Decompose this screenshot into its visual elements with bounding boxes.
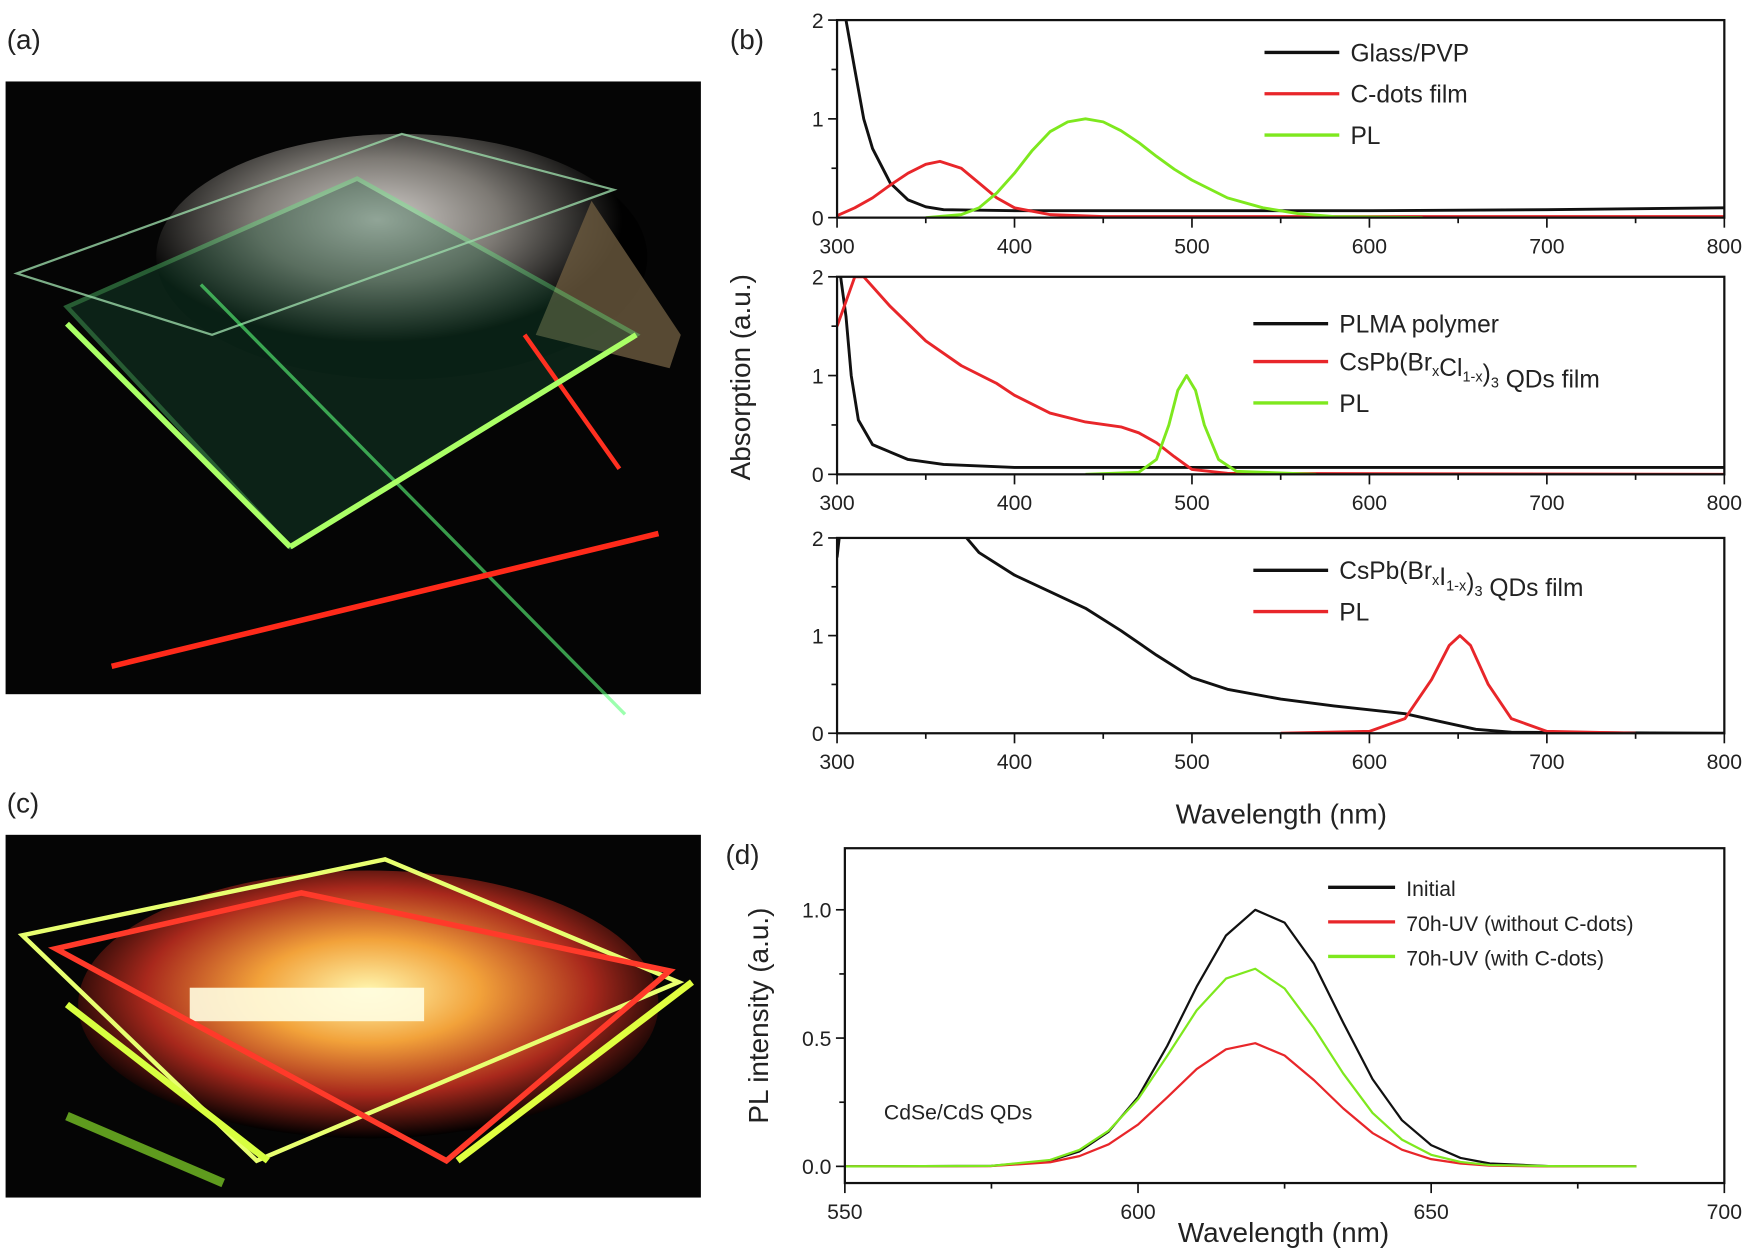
x-tick-label: 400 [997,492,1032,515]
x-tick-label: 400 [997,751,1032,774]
legend-label-part: CsPb(Br [1339,558,1432,585]
legend-label-part: CsPb(Br [1339,350,1432,377]
legend-label-2: PL [1339,391,1369,418]
legend-label-part: QDs film [1499,366,1600,393]
y-tick-label: 1 [812,109,824,132]
panel-d-annotation: CdSe/CdS QDs [884,1101,1032,1124]
series-line-2 [925,117,1423,218]
photo-c [5,834,701,1198]
y-tick-label: 0 [812,207,824,230]
chart-b-top: Glass/PVP C-dots film PL 300 400 500 600 700 800… [812,10,1742,258]
panel-label-a: (a) [7,24,41,55]
legend-label-0: Glass/PVP [1350,40,1469,67]
y-tick-label: 2 [812,528,824,551]
series-line-0 [837,537,1725,734]
panel-label-b: (b) [730,24,764,55]
x-tick-label: 700 [1529,235,1564,258]
legend-label-0: CsPb(BrxI1-x)3 QDs film [1339,558,1583,602]
plot-frame [835,18,1726,219]
legend-label-1: CsPb(BrxCl1-x)3 QDs film [1339,350,1600,394]
legend-label-0: Initial [1406,878,1455,901]
legend-label-part: Cl [1439,355,1462,382]
y-tick-label: 0 [812,464,824,487]
x-tick-label: 500 [1174,235,1209,258]
x-tick-label: 300 [819,492,854,515]
x-tick-label: 700 [1529,751,1564,774]
series-line-0 [839,276,1725,469]
y-tick-label: 2 [812,10,824,33]
x-tick-label: 600 [1120,1201,1155,1224]
x-tick-label: 300 [819,751,854,774]
x-tick-label: 800 [1707,235,1742,258]
plot-frame [843,847,1726,1185]
panel-d-xlabel: Wavelength (nm) [1178,1217,1389,1248]
y-tick-label: 1.0 [802,900,831,923]
x-tick-label: 800 [1707,492,1742,515]
legend-label-part: QDs film [1483,575,1584,602]
x-tick-label: 600 [1352,751,1387,774]
legend-label-part: x [1432,364,1440,380]
chart-d: Initial 70h-UV (without C-dots) 70h-UV (wi… [802,847,1742,1224]
legend-label-1: PL [1339,600,1369,627]
panel-d-ylabel: PL intensity (a.u.) [743,908,774,1124]
legend-label-0: PLMA polymer [1339,312,1499,339]
series-line-0 [844,908,1637,1168]
y-tick-label: 0 [812,723,824,746]
x-tick-label: 550 [827,1201,862,1224]
x-tick-label: 400 [997,235,1032,258]
x-tick-label: 600 [1352,235,1387,258]
x-tick-label: 300 [819,235,854,258]
legend-label-part: I [1439,564,1446,591]
legend-label-1: 70h-UV (without C-dots) [1406,913,1633,936]
x-tick-label: 700 [1707,1201,1742,1224]
panel-b-xlabel: Wavelength (nm) [1176,799,1387,830]
series-line-1 [837,159,1725,218]
x-tick-label: 500 [1174,492,1209,515]
x-tick-label: 700 [1529,492,1564,515]
legend-label-2: PL [1350,123,1380,150]
x-tick-label: 800 [1707,751,1742,774]
legend-label-2: 70h-UV (with C-dots) [1406,947,1604,970]
panel-label-c: (c) [7,788,40,819]
series-line-1 [837,276,1725,475]
legend-label-part: ) [1483,361,1491,388]
legend-label-part: x [1432,573,1440,589]
series-line-2 [844,967,1637,1168]
legend-label-part: 1-x [1462,370,1483,386]
legend-label-1: C-dots film [1350,82,1467,109]
x-tick-label: 650 [1413,1201,1448,1224]
x-tick-label: 600 [1352,492,1387,515]
panel-b-ylabel: Absorption (a.u.) [725,274,756,480]
y-tick-label: 0.0 [802,1156,831,1179]
series-line-0 [844,20,1725,213]
y-tick-label: 1 [812,625,824,648]
legend-label-part: ) [1466,569,1474,596]
photo-a [5,81,701,716]
legend-label-part: 3 [1491,375,1499,391]
panel-label-d: (d) [725,839,759,870]
legend-label-part: 3 [1474,584,1482,600]
series-line-2 [1085,374,1317,475]
y-tick-label: 1 [812,365,824,388]
series-line-1 [844,1042,1637,1168]
series-line-1 [1280,634,1636,734]
plot-frame [835,536,1726,735]
legend-label-part: 1-x [1446,578,1467,594]
y-tick-label: 2 [812,267,824,290]
y-tick-label: 0.5 [802,1028,831,1051]
x-tick-label: 500 [1174,751,1209,774]
